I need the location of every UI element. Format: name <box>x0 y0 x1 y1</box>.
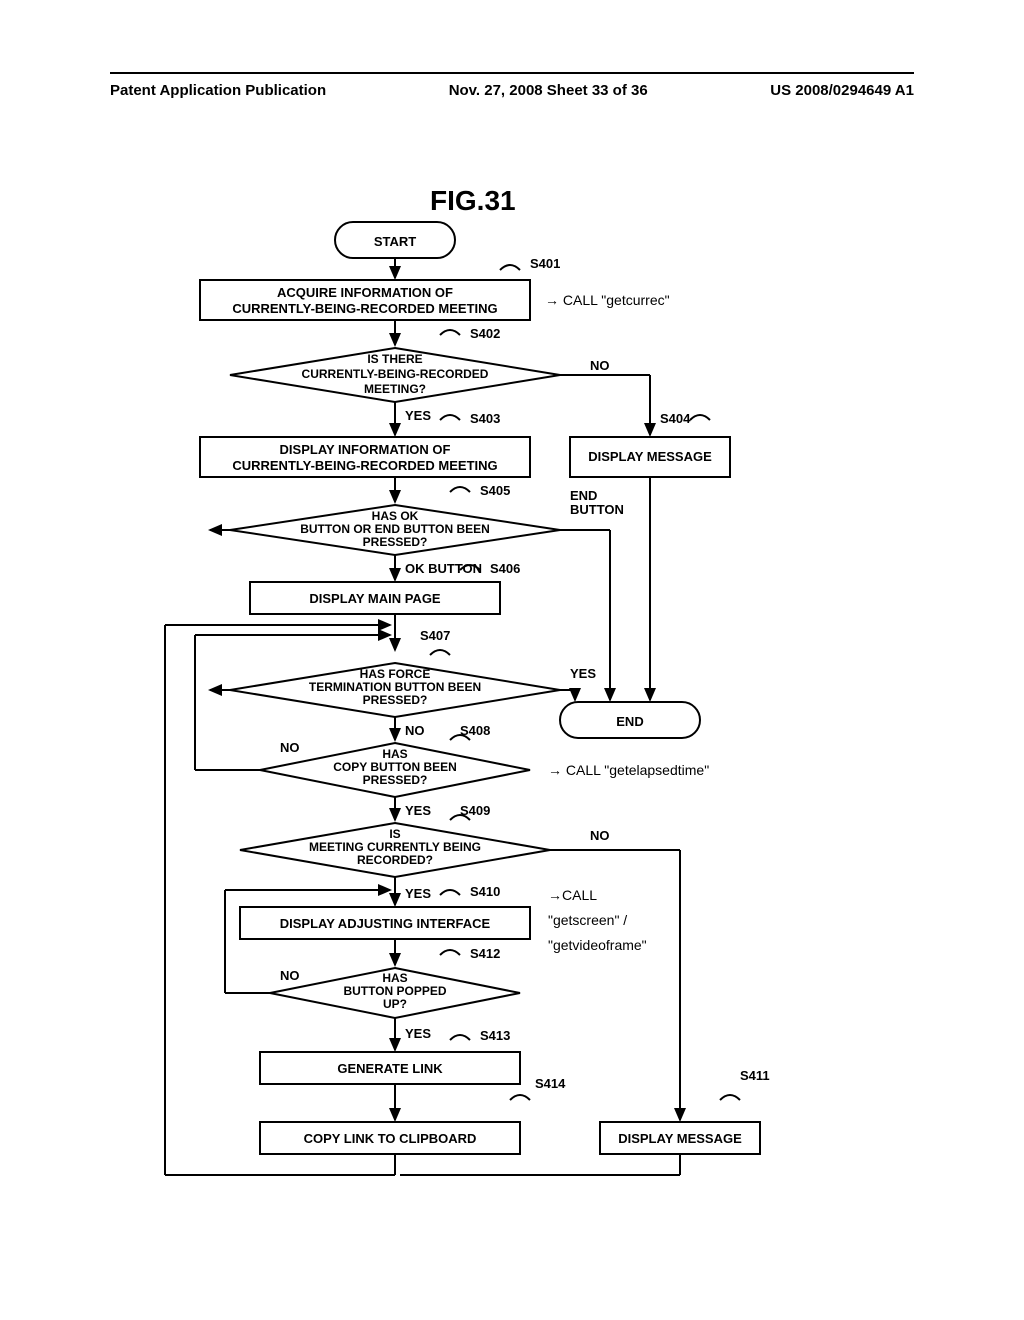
svg-text:CURRENTLY-BEING-RECORDED MEETI: CURRENTLY-BEING-RECORDED MEETING <box>232 301 497 316</box>
svg-text:YES: YES <box>405 886 431 901</box>
svg-text:PRESSED?: PRESSED? <box>363 773 428 787</box>
svg-text:TERMINATION BUTTON BEEN: TERMINATION BUTTON BEEN <box>309 680 481 694</box>
svg-text:CURRENTLY-BEING-RECORDED MEETI: CURRENTLY-BEING-RECORDED MEETING <box>232 458 497 473</box>
svg-text:S414: S414 <box>535 1076 566 1091</box>
svg-text:S408: S408 <box>460 723 490 738</box>
svg-text:→ CALL "getcurrec": → CALL "getcurrec" <box>545 292 670 308</box>
svg-text:HAS OK: HAS OK <box>372 509 419 523</box>
svg-text:RECORDED?: RECORDED? <box>357 853 433 867</box>
svg-text:MEETING?: MEETING? <box>364 382 426 396</box>
svg-text:→ CALL "getelapsedtime": → CALL "getelapsedtime" <box>548 762 709 778</box>
svg-text:PRESSED?: PRESSED? <box>363 535 428 549</box>
svg-text:HAS: HAS <box>382 747 407 761</box>
svg-text:NO: NO <box>280 740 300 755</box>
svg-text:NO: NO <box>590 358 610 373</box>
header-left: Patent Application Publication <box>110 82 326 99</box>
svg-text:DISPLAY INFORMATION OF: DISPLAY INFORMATION OF <box>280 442 451 457</box>
flowchart: FIG.31 START S401 ACQUIRE INFORMATION OF… <box>0 180 1024 1300</box>
svg-text:S410: S410 <box>470 884 500 899</box>
header-center: Nov. 27, 2008 Sheet 33 of 36 <box>449 82 648 99</box>
svg-text:S407: S407 <box>420 628 450 643</box>
svg-text:END: END <box>616 714 643 729</box>
svg-text:NO: NO <box>405 723 425 738</box>
svg-text:→CALL: →CALL <box>548 887 597 903</box>
svg-text:START: START <box>374 234 416 249</box>
header-right: US 2008/0294649 A1 <box>770 82 914 99</box>
svg-text:YES: YES <box>405 408 431 423</box>
svg-text:DISPLAY MESSAGE: DISPLAY MESSAGE <box>618 1131 742 1146</box>
svg-text:S405: S405 <box>480 483 510 498</box>
svg-text:S401: S401 <box>530 256 560 271</box>
svg-text:OK BUTTON: OK BUTTON <box>405 561 482 576</box>
svg-text:BUTTON: BUTTON <box>570 502 624 517</box>
svg-text:S411: S411 <box>740 1068 770 1083</box>
svg-text:S403: S403 <box>470 411 500 426</box>
svg-text:S402: S402 <box>470 326 500 341</box>
svg-text:MEETING CURRENTLY BEING: MEETING CURRENTLY BEING <box>309 840 481 854</box>
svg-text:YES: YES <box>570 666 596 681</box>
svg-text:BUTTON POPPED: BUTTON POPPED <box>343 984 446 998</box>
svg-text:HAS: HAS <box>382 971 407 985</box>
svg-text:DISPLAY MESSAGE: DISPLAY MESSAGE <box>588 449 712 464</box>
svg-text:BUTTON OR END BUTTON BEEN: BUTTON OR END BUTTON BEEN <box>300 522 490 536</box>
page-header: Patent Application Publication Nov. 27, … <box>110 72 914 99</box>
svg-text:END: END <box>570 488 597 503</box>
svg-text:S412: S412 <box>470 946 500 961</box>
svg-text:UP?: UP? <box>383 997 407 1011</box>
svg-text:DISPLAY MAIN PAGE: DISPLAY MAIN PAGE <box>309 591 441 606</box>
page: Patent Application Publication Nov. 27, … <box>0 0 1024 1320</box>
svg-text:HAS FORCE: HAS FORCE <box>360 667 431 681</box>
svg-text:S409: S409 <box>460 803 490 818</box>
svg-text:YES: YES <box>405 1026 431 1041</box>
figure-title: FIG.31 <box>430 185 516 216</box>
svg-text:GENERATE LINK: GENERATE LINK <box>337 1061 443 1076</box>
svg-text:NO: NO <box>590 828 610 843</box>
svg-text:IS: IS <box>389 827 400 841</box>
svg-text:NO: NO <box>280 968 300 983</box>
svg-text:PRESSED?: PRESSED? <box>363 693 428 707</box>
svg-text:YES: YES <box>405 803 431 818</box>
svg-text:COPY LINK TO CLIPBOARD: COPY LINK TO CLIPBOARD <box>304 1131 477 1146</box>
svg-text:CURRENTLY-BEING-RECORDED: CURRENTLY-BEING-RECORDED <box>302 367 489 381</box>
svg-text:COPY BUTTON BEEN: COPY BUTTON BEEN <box>333 760 457 774</box>
svg-text:DISPLAY ADJUSTING INTERFACE: DISPLAY ADJUSTING INTERFACE <box>280 916 491 931</box>
svg-text:IS THERE: IS THERE <box>367 352 422 366</box>
svg-text:ACQUIRE INFORMATION OF: ACQUIRE INFORMATION OF <box>277 285 453 300</box>
svg-text:S413: S413 <box>480 1028 510 1043</box>
svg-text:S406: S406 <box>490 561 520 576</box>
svg-text:"getscreen" /: "getscreen" / <box>548 912 627 928</box>
svg-text:S404: S404 <box>660 411 691 426</box>
svg-text:"getvideoframe": "getvideoframe" <box>548 937 647 953</box>
